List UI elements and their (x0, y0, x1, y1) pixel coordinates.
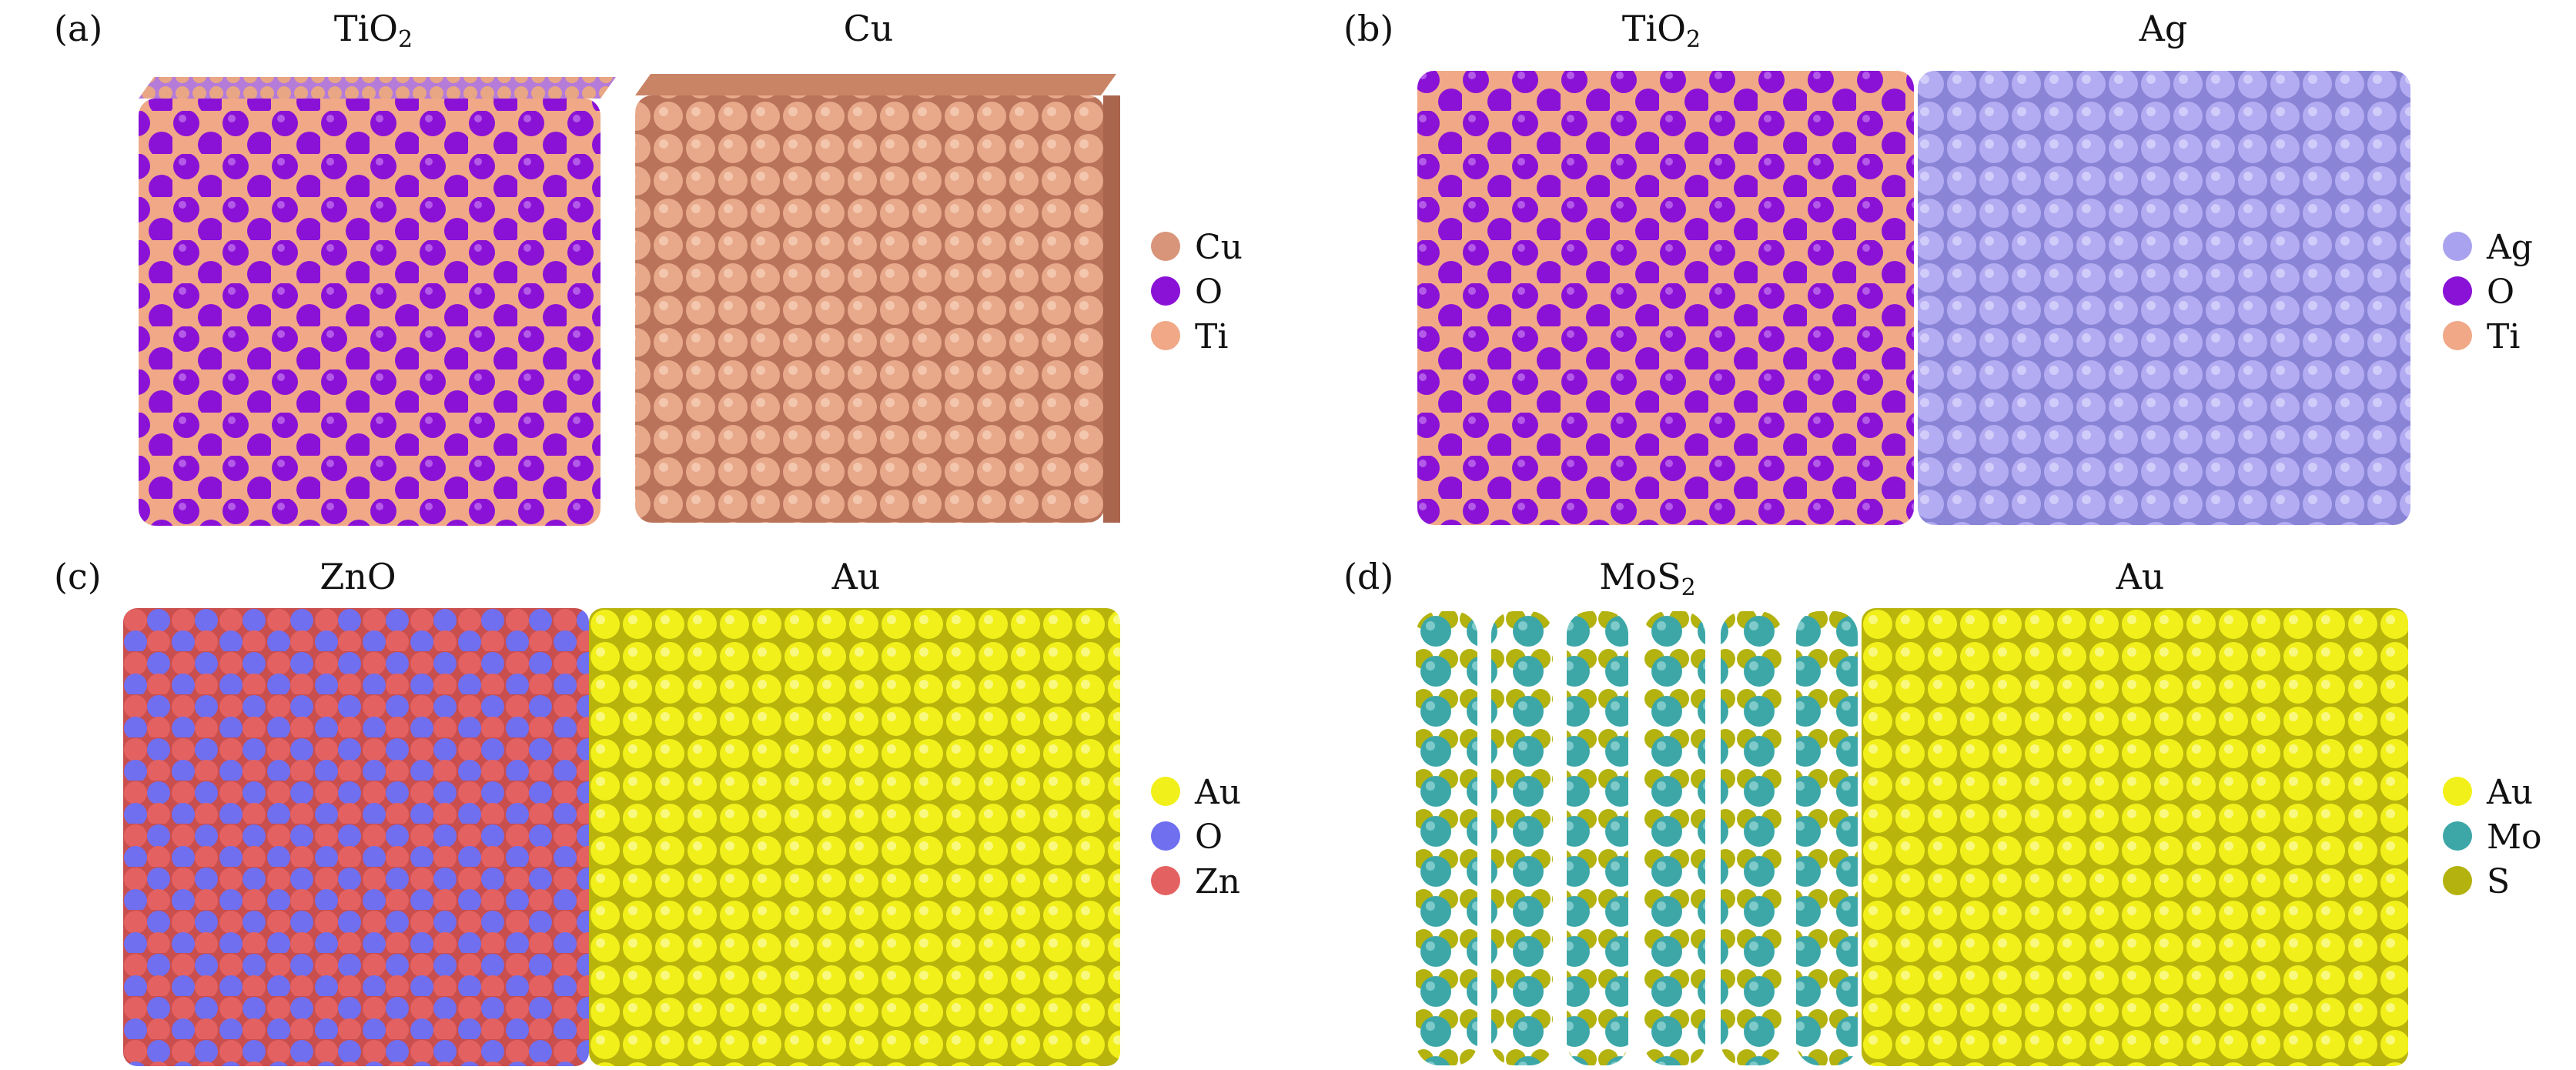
legend-label: O (2487, 273, 2515, 312)
panel-label: (b) (1343, 8, 1394, 49)
atom-swatch-icon (2443, 821, 2472, 851)
right-block-title: Au (2116, 556, 2165, 597)
atom-swatch-icon (2443, 866, 2472, 895)
legend-label: O (1195, 818, 1223, 857)
atom-swatch-icon (1151, 276, 1180, 306)
atom-swatch-icon (2443, 276, 2472, 306)
right-block-title: Ag (2139, 8, 2188, 49)
legend-label: Ti (2487, 317, 2521, 356)
atom-swatch-icon (1151, 866, 1180, 895)
tio2-slab (1417, 71, 1914, 525)
panel-label: (a) (54, 8, 103, 49)
atom-swatch-icon (1151, 821, 1180, 851)
au-slab (1862, 608, 2408, 1066)
atom-swatch-icon (2443, 232, 2472, 261)
mos2-layers (1416, 611, 1858, 1065)
right-block-title: Au (831, 556, 881, 597)
zno-slab (123, 608, 589, 1066)
legend-label: O (1195, 273, 1223, 312)
left-block-title: MoS2 (1599, 556, 1696, 601)
left-block-title: ZnO (319, 556, 396, 597)
left-block-title: TiO2 (1621, 8, 1701, 53)
panel-label: (c) (54, 556, 102, 597)
panel-label: (d) (1343, 556, 1394, 597)
legend-label: Ti (1195, 317, 1229, 356)
legend-label: Mo (2487, 818, 2542, 857)
legend-label: Au (2487, 773, 2534, 812)
cu-slab (635, 74, 1120, 523)
right-block-title: Cu (843, 8, 894, 49)
legend-label: Zn (1195, 862, 1240, 901)
legend-label: Ag (2487, 228, 2533, 267)
left-block-title: TiO2 (333, 8, 413, 53)
atom-swatch-icon (2443, 777, 2472, 806)
atom-swatch-icon (1151, 777, 1180, 806)
legend-label: Cu (1195, 228, 1243, 267)
au-slab (589, 608, 1120, 1066)
tio2-slab (139, 77, 616, 526)
legend-label: S (2487, 862, 2511, 901)
atom-swatch-icon (1151, 232, 1180, 261)
legend-label: Au (1195, 773, 1242, 812)
atom-swatch-icon (2443, 321, 2472, 350)
ag-slab (1918, 71, 2410, 525)
atom-swatch-icon (1151, 321, 1180, 350)
